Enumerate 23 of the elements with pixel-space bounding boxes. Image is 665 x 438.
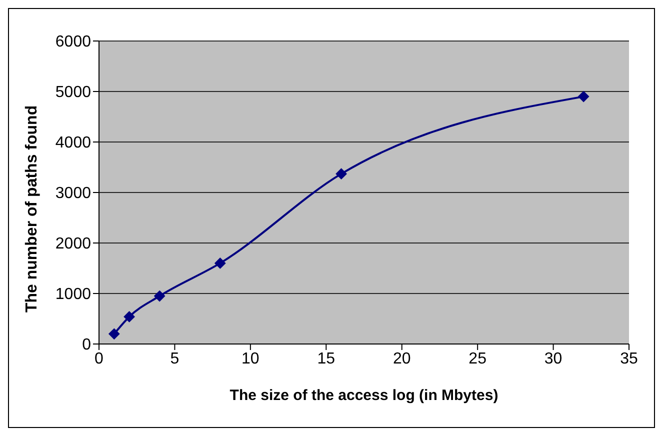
y-tick-label: 4000	[55, 134, 92, 152]
y-axis-title: The number of paths found	[24, 105, 41, 312]
point	[336, 168, 347, 180]
x-tick-label: 0	[94, 350, 104, 368]
x-tick-label: 20	[392, 350, 411, 368]
point	[578, 91, 590, 102]
x-axis-title: The size of the access log (in Mbytes)	[230, 387, 498, 404]
x-tick-label: 10	[242, 350, 260, 368]
x-tick-label: 5	[170, 350, 180, 368]
point	[214, 258, 226, 269]
y-tick-label: 2000	[55, 236, 92, 253]
point	[154, 290, 166, 302]
y-tick-label: 5000	[55, 84, 92, 102]
x-tick-label: 15	[317, 350, 336, 368]
y-tick-label: 3000	[55, 185, 92, 202]
x-tick-label: 25	[468, 350, 487, 368]
point	[108, 328, 120, 340]
y-tick-label: 6000	[55, 34, 92, 51]
y-tick-label: 0	[82, 336, 92, 354]
x-tick-label: 30	[544, 350, 562, 368]
x-tick-label: 35	[620, 350, 638, 368]
point	[124, 311, 135, 322]
y-tick-label: 1000	[55, 286, 92, 304]
